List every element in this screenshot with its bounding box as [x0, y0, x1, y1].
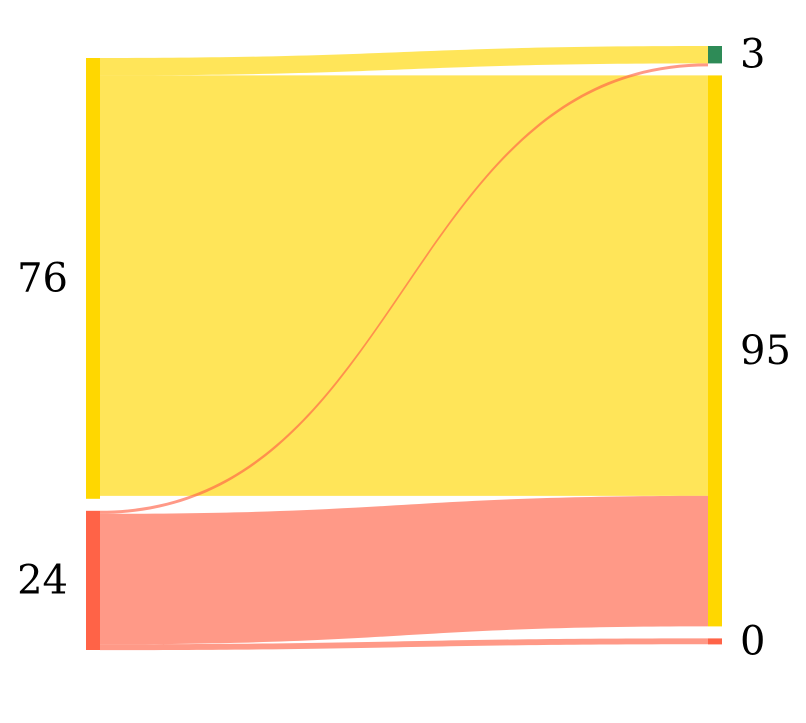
node-t3	[708, 46, 722, 64]
link-s76-t95	[100, 75, 708, 496]
node-group	[86, 46, 722, 650]
link-s24-t95	[100, 495, 708, 645]
node-t95	[708, 75, 722, 627]
node-label-t3: 3	[740, 32, 765, 78]
node-s76	[86, 58, 100, 499]
node-label-s76: 76	[17, 255, 68, 301]
link-s24-t3	[100, 63, 708, 514]
node-label-t95: 95	[740, 328, 791, 374]
link-s76-t3	[100, 46, 708, 76]
link-s24-t0	[100, 638, 708, 651]
node-label-s24: 24	[17, 557, 68, 603]
node-t0	[708, 638, 722, 645]
label-group: 76 24 3 95 0	[17, 32, 791, 665]
node-label-t0: 0	[740, 618, 765, 664]
link-group	[100, 46, 708, 651]
node-s24	[86, 510, 100, 650]
